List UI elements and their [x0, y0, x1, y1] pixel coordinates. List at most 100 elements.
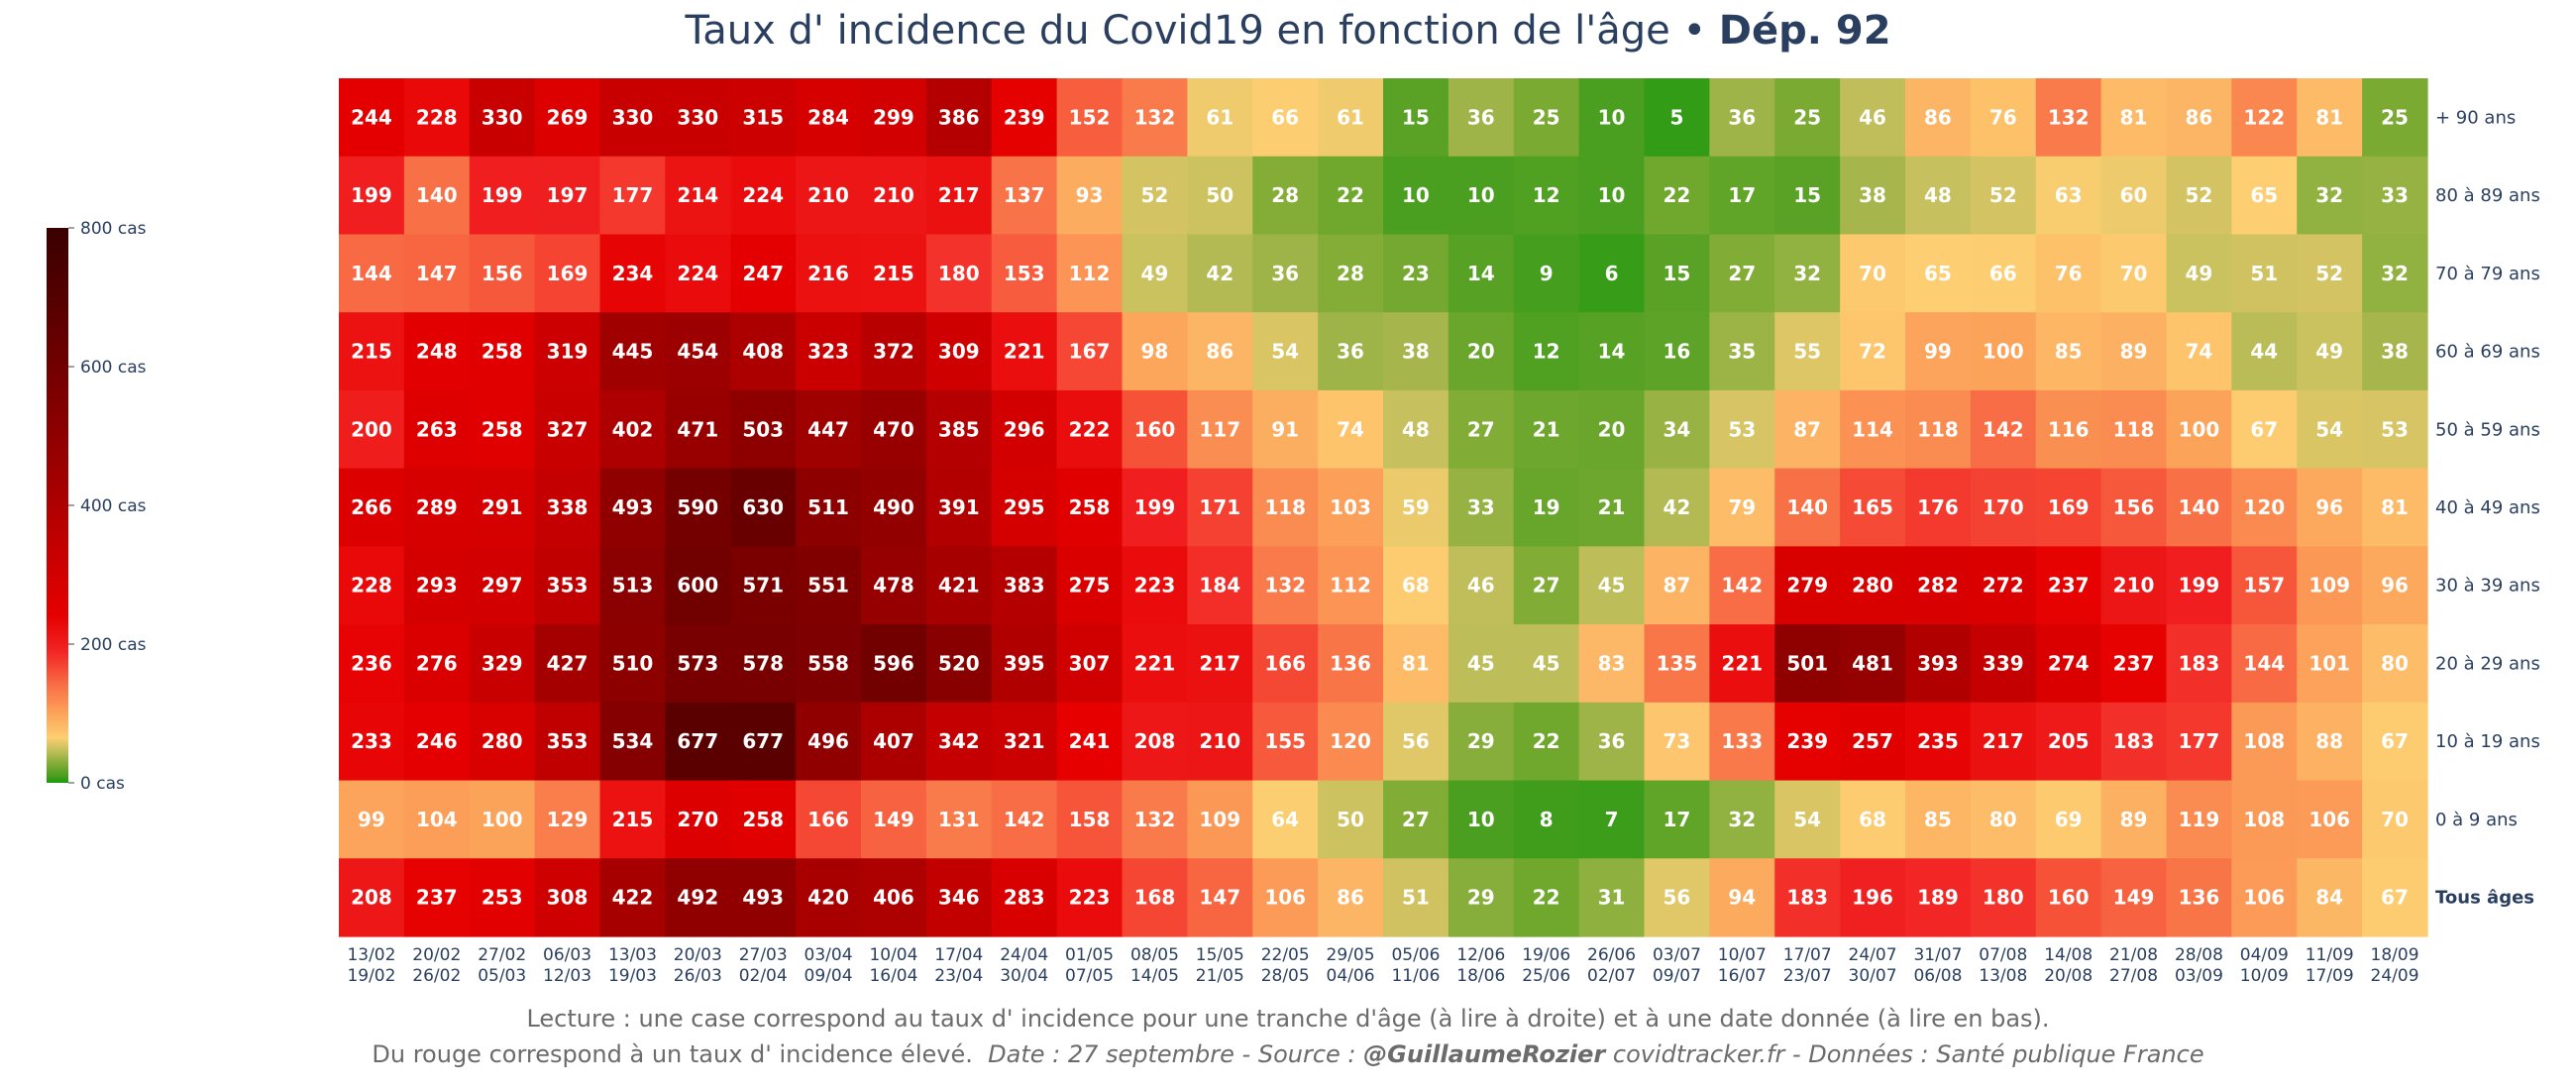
- heatmap-cell: [925, 624, 993, 704]
- heatmap-cell-value: 67: [2381, 886, 2409, 910]
- heatmap-cell: [2231, 389, 2298, 470]
- heatmap-cell-value: 160: [1134, 417, 1176, 441]
- heatmap-cell: [665, 468, 731, 547]
- heatmap-cell-value: 76: [2055, 262, 2083, 285]
- heatmap-cell-value: 86: [2186, 105, 2213, 129]
- heatmap-cell: [2166, 234, 2232, 313]
- column-label-start: 20/03: [674, 945, 722, 965]
- heatmap-cell: [1774, 702, 1841, 782]
- heatmap-cell-value: 279: [1786, 574, 1828, 598]
- heatmap-cell-value: 17: [1664, 808, 1691, 831]
- column-label-start: 08/05: [1130, 945, 1179, 965]
- heatmap-cell-value: 51: [1402, 886, 1430, 910]
- heatmap-cell: [991, 156, 1058, 236]
- heatmap-cell: [796, 156, 862, 236]
- column-label-start: 27/02: [478, 945, 526, 965]
- heatmap-cell: [1840, 78, 1906, 158]
- heatmap-cell-value: 10: [1598, 183, 1626, 207]
- heatmap-cell: [1448, 234, 1515, 313]
- heatmap-cell: [1905, 389, 1972, 470]
- heatmap-cell: [1774, 468, 1841, 547]
- column-label-end: 24/09: [2371, 966, 2419, 986]
- column-label-end: 20/08: [2044, 966, 2093, 986]
- heatmap-cell: [1644, 468, 1710, 547]
- heatmap-cell-value: 551: [807, 574, 849, 598]
- heatmap-cell: [1383, 702, 1449, 782]
- heatmap-cell: [1578, 312, 1646, 391]
- heatmap-cell-value: 513: [612, 574, 654, 598]
- heatmap-cell: [730, 389, 797, 470]
- heatmap-cell-value: 14: [1467, 262, 1495, 285]
- heatmap-cell-value: 100: [482, 808, 523, 831]
- heatmap-cell: [796, 468, 862, 547]
- heatmap-cell: [534, 389, 601, 470]
- heatmap-cell-value: 15: [1402, 105, 1430, 129]
- heatmap-cell-value: 61: [1337, 105, 1364, 129]
- heatmap-cell-value: 501: [1786, 651, 1828, 675]
- heatmap-cell: [665, 546, 731, 625]
- heatmap-cell-value: 308: [547, 886, 589, 910]
- heatmap-cell: [1513, 546, 1580, 625]
- heatmap-cell: [339, 156, 405, 236]
- heatmap-cell-value: 342: [938, 729, 980, 753]
- heatmap-cell: [469, 780, 536, 859]
- heatmap-cell-value: 117: [1199, 417, 1240, 441]
- column-label-end: 17/09: [2306, 966, 2354, 986]
- heatmap-cell-value: 330: [677, 105, 718, 129]
- heatmap-cell: [1709, 78, 1775, 158]
- heatmap-cell: [599, 780, 666, 859]
- heatmap-cell: [1056, 156, 1124, 236]
- heatmap-cell-value: 217: [938, 183, 980, 207]
- heatmap-cell-value: 83: [1598, 651, 1626, 675]
- heatmap-cell-value: 520: [938, 651, 980, 675]
- heatmap-cell: [1448, 780, 1515, 859]
- heatmap-cell-value: 106: [2243, 886, 2285, 910]
- heatmap-cell-value: 263: [416, 417, 458, 441]
- heatmap-cell: [1709, 780, 1775, 859]
- heatmap-cell-value: 22: [1337, 183, 1364, 207]
- heatmap-cell-value: 108: [2243, 808, 2285, 831]
- heatmap-cell-value: 323: [807, 340, 849, 364]
- heatmap-cell: [861, 156, 927, 236]
- heatmap-cell: [991, 624, 1058, 704]
- heatmap-cell-value: 88: [2315, 729, 2343, 753]
- heatmap-cell: [2231, 702, 2298, 782]
- heatmap-cell: [1122, 156, 1188, 236]
- heatmap-cell: [1709, 702, 1775, 782]
- heatmap-cell-value: 386: [938, 105, 980, 129]
- heatmap-cell-value: 17: [1728, 183, 1756, 207]
- heatmap-cell: [1578, 389, 1646, 470]
- heatmap-cell: [2035, 78, 2102, 158]
- column-label-start: 10/04: [869, 945, 917, 965]
- heatmap-cell: [534, 702, 601, 782]
- heatmap-cell-value: 307: [1069, 651, 1111, 675]
- chart-title-main: Taux d' incidence du Covid19 en fonction…: [685, 8, 1670, 54]
- heatmap-cell: [1383, 156, 1449, 236]
- heatmap-cell: [1774, 389, 1841, 470]
- column-label-end: 19/03: [608, 966, 657, 986]
- heatmap-cell: [1840, 234, 1906, 313]
- heatmap-cell: [1513, 780, 1580, 859]
- heatmap-cell-value: 224: [677, 262, 718, 285]
- heatmap-cell: [1513, 468, 1580, 547]
- heatmap-cell: [991, 234, 1058, 313]
- heatmap-cell: [796, 624, 862, 704]
- heatmap-cell-value: 493: [612, 495, 654, 519]
- heatmap-cell-value: 9: [1540, 262, 1554, 285]
- heatmap-cell: [1187, 234, 1253, 313]
- heatmap-cell-value: 33: [2381, 183, 2409, 207]
- heatmap-cell-value: 353: [547, 729, 589, 753]
- heatmap-cell-value: 677: [677, 729, 718, 753]
- heatmap-cell-value: 346: [938, 886, 980, 910]
- heatmap-cell: [1448, 78, 1515, 158]
- heatmap-cell: [2035, 312, 2102, 391]
- heatmap-cell: [599, 546, 666, 625]
- heatmap-cell-value: 149: [2113, 886, 2155, 910]
- heatmap-cell-value: 5: [1669, 105, 1683, 129]
- heatmap-cell: [1187, 78, 1253, 158]
- heatmap-cell-value: 217: [1983, 729, 2024, 753]
- heatmap-cell-value: 38: [1402, 340, 1430, 364]
- heatmap-cell: [1383, 468, 1449, 547]
- heatmap-cell: [1644, 234, 1710, 313]
- heatmap-cell: [1970, 780, 2037, 859]
